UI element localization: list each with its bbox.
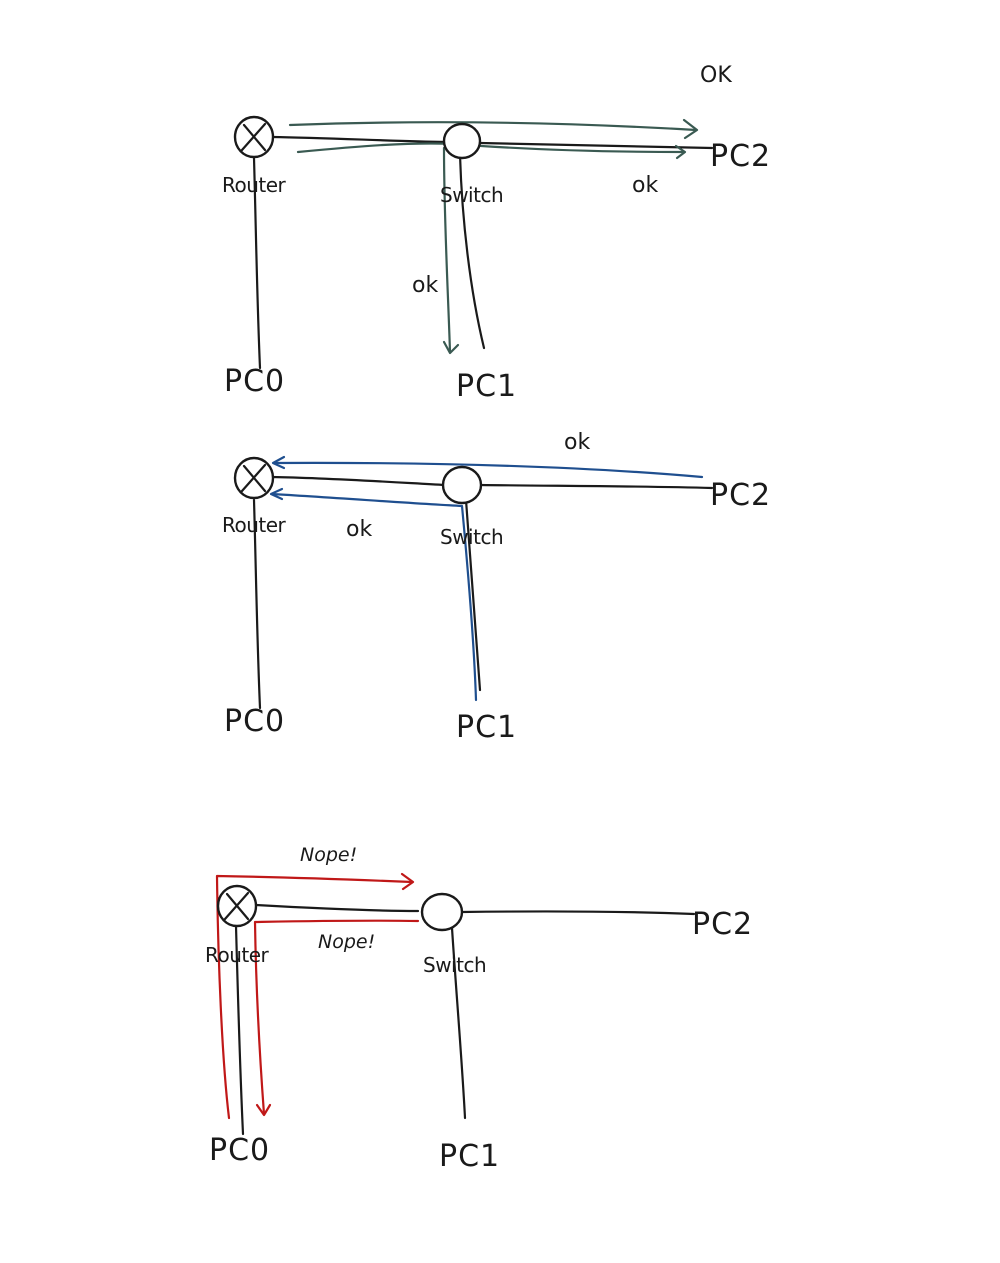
flow-router-to-switch-to-pc2-arrow <box>296 142 686 154</box>
flow-pc1-to-router-arrowhead <box>269 487 284 501</box>
flow-router-to-switch-to-pc2-arrowhead <box>674 144 687 160</box>
router-to-pc0-link <box>252 498 262 710</box>
flow-router-to-pc2-arrowhead <box>682 118 699 140</box>
switch-to-pc1-link <box>458 153 486 350</box>
router-to-pc0-link <box>234 924 245 1136</box>
pc2-label: PC2 <box>710 139 771 174</box>
router-to-switch-link <box>254 903 420 913</box>
ok-annotation-pc2: ok <box>632 173 658 198</box>
nope-annotation-outbound: Nope! <box>300 844 357 866</box>
ok-annotation-top: OK <box>700 63 732 88</box>
panel-3: Router Switch PC0 PC1 PC2 Nope! Nope! <box>205 844 753 1174</box>
router-node <box>233 456 275 500</box>
flow-switch-to-pc0-arrowhead <box>255 1103 272 1117</box>
switch-node <box>442 122 482 160</box>
panel-1: Router Switch PC0 PC1 PC2 OK ok ok <box>222 63 771 404</box>
pc1-label: PC1 <box>456 369 517 404</box>
flow-switch-to-pc1-arrowhead <box>442 340 460 355</box>
switch-to-pc2-link <box>460 910 696 916</box>
pc1-label: PC1 <box>456 710 517 745</box>
flow-router-to-pc2-arrow <box>288 121 698 132</box>
flow-pc1-to-router-arrow <box>270 492 478 702</box>
router-node <box>233 115 275 159</box>
switch-to-pc2-link <box>478 141 714 150</box>
router-label: Router <box>205 943 270 967</box>
flow-switch-to-pc1-arrow <box>442 146 452 354</box>
switch-label: Switch <box>440 525 503 549</box>
switch-node <box>441 465 483 505</box>
ok-annotation-pc1: ok <box>412 273 438 298</box>
nope-annotation-inbound: Nope! <box>318 931 375 953</box>
pc0-label: PC0 <box>209 1133 270 1168</box>
ok-annotation-pc1-flow: ok <box>346 517 372 542</box>
router-to-switch-link <box>270 135 447 144</box>
ok-annotation-pc2-flow: ok <box>564 430 590 455</box>
flow-switch-to-pc0-arrow <box>253 919 420 1116</box>
switch-label: Switch <box>423 953 486 977</box>
router-node <box>216 884 258 928</box>
pc0-label: PC0 <box>224 364 285 399</box>
switch-to-pc1-link <box>464 498 482 692</box>
router-to-pc0-link <box>252 156 262 370</box>
switch-to-pc2-link <box>478 483 714 490</box>
switch-node <box>420 892 464 932</box>
flow-pc2-to-router-arrow <box>272 461 704 479</box>
pc2-label: PC2 <box>710 478 771 513</box>
panel-2: Router Switch PC0 PC1 PC2 ok ok <box>222 430 771 745</box>
router-label: Router <box>222 513 287 537</box>
pc2-label: PC2 <box>692 907 753 942</box>
flow-pc0-to-switch-arrow <box>215 874 414 1120</box>
router-label: Router <box>222 173 287 197</box>
switch-to-pc1-link <box>450 926 467 1120</box>
pc0-label: PC0 <box>224 704 285 739</box>
flow-pc2-to-router-arrowhead <box>271 455 286 470</box>
flow-pc0-to-switch-arrowhead <box>400 872 415 891</box>
router-to-switch-link <box>270 475 447 487</box>
switch-label: Switch <box>440 183 503 207</box>
pc1-label: PC1 <box>439 1139 500 1174</box>
